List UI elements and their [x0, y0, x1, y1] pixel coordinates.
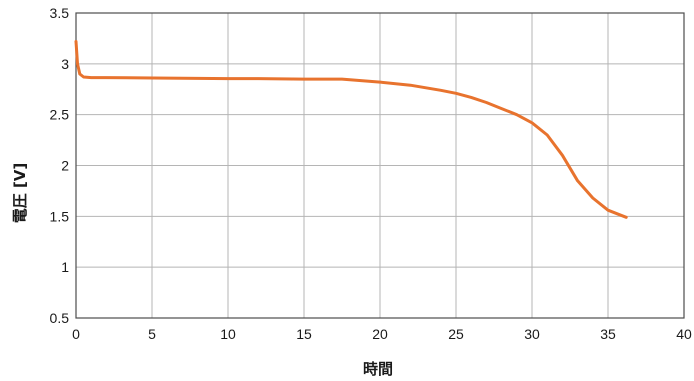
y-axis-ticks: 0.5 1 1.5 2 2.5 3 3.5: [50, 5, 70, 326]
x-tick-label: 15: [296, 326, 312, 342]
series-group: [74, 40, 628, 219]
y-tick-label: 2: [61, 158, 69, 174]
x-axis-ticks: 0 5 10 15 20 25 30 35 40: [72, 326, 692, 342]
x-axis-title: 時間: [363, 360, 393, 378]
y-tick-label: 0.5: [50, 310, 70, 326]
grid: [75, 12, 685, 319]
y-tick-label: 1: [61, 259, 69, 275]
y-tick-label: 1.5: [50, 208, 70, 224]
x-tick-label: 5: [148, 326, 156, 342]
voltage-line: [74, 40, 628, 219]
x-tick-label: 20: [372, 326, 388, 342]
x-tick-label: 30: [524, 326, 540, 342]
x-tick-label: 40: [676, 326, 692, 342]
plot-frame: [75, 12, 685, 319]
y-tick-label: 3: [61, 56, 69, 72]
x-tick-label: 25: [448, 326, 464, 342]
y-tick-label: 3.5: [50, 5, 70, 21]
y-tick-label: 2.5: [50, 107, 70, 123]
x-tick-label: 10: [220, 326, 236, 342]
x-tick-label: 0: [72, 326, 80, 342]
y-axis-title: 電圧 [V]: [11, 163, 29, 224]
x-tick-label: 35: [600, 326, 616, 342]
